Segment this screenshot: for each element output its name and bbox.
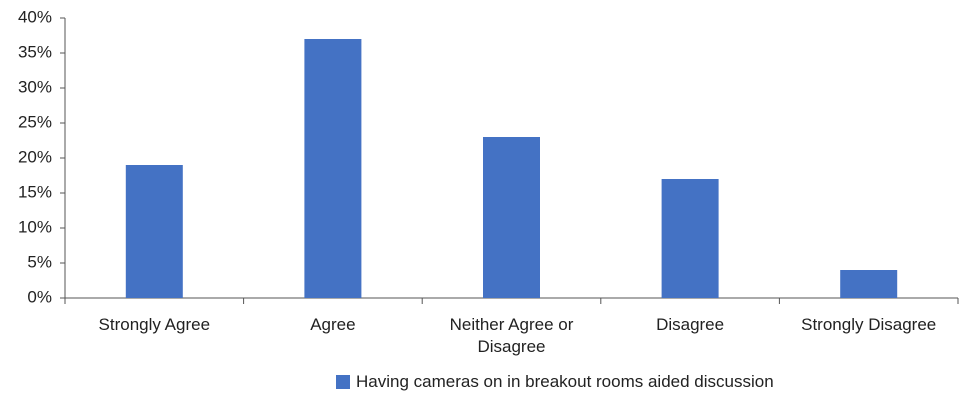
y-tick-label: 25% [18,112,52,131]
x-tick-label: Neither Agree or Disagree [449,315,574,356]
x-tick-label: Strongly Disagree [801,315,937,334]
legend: Having cameras on in breakout rooms aide… [336,372,774,392]
y-tick-label: 5% [27,252,52,271]
bar [304,39,362,298]
x-tick-label: Strongly Agree [98,315,211,334]
x-tick-label: Disagree [656,315,725,334]
y-tick-label: 30% [18,77,52,96]
x-tick-label: Agree [310,315,356,334]
y-tick-label: 15% [18,182,52,201]
y-tick-label: 20% [18,147,52,166]
y-tick-label: 40% [18,7,52,26]
y-tick-label: 0% [27,287,52,306]
bar [125,165,183,298]
bar [483,137,540,298]
legend-label: Having cameras on in breakout rooms aide… [356,372,774,391]
legend-swatch [336,375,350,389]
bar [661,179,719,298]
y-tick-label: 10% [18,217,52,236]
y-tick-label: 35% [18,42,52,61]
bar [840,270,898,298]
